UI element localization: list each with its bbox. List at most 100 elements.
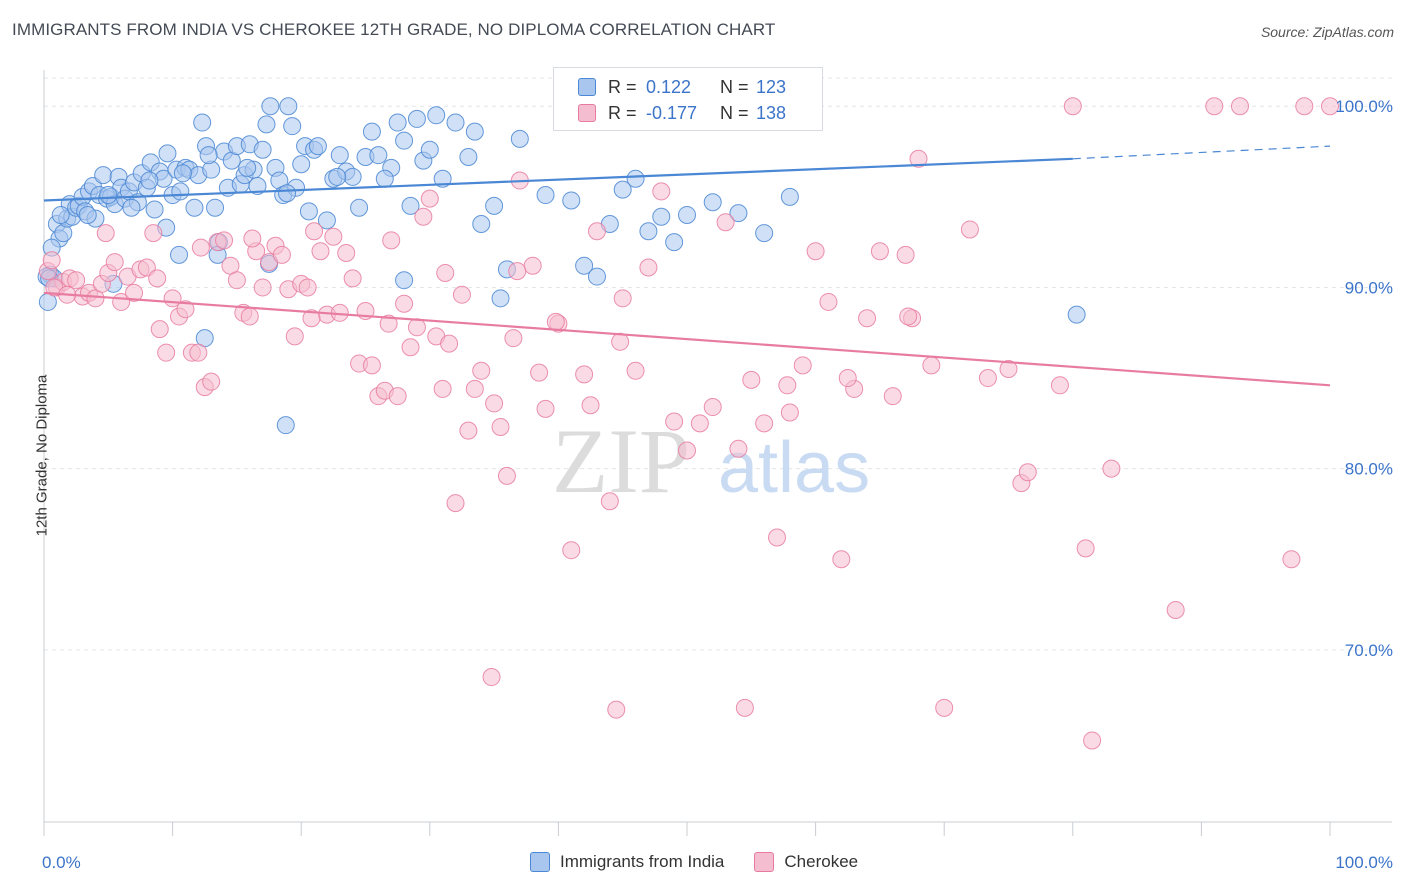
- data-point: [150, 320, 169, 339]
- data-point: [1321, 97, 1339, 116]
- data-point: [639, 222, 658, 241]
- data-point: [472, 361, 491, 380]
- legend-item-cherokee[interactable]: Cherokee: [754, 852, 858, 872]
- trend-lines: [43, 145, 1331, 387]
- data-point: [299, 202, 318, 221]
- data-point: [626, 361, 645, 380]
- legend-label-india: Immigrants from India: [560, 852, 725, 871]
- data-point: [678, 441, 696, 460]
- legend-label-cherokee: Cherokee: [784, 852, 859, 871]
- data-point: [395, 294, 414, 313]
- data-point: [935, 698, 954, 717]
- data-point: [311, 242, 330, 261]
- data-point: [523, 256, 542, 275]
- data-point: [433, 379, 452, 398]
- data-point: [350, 198, 369, 217]
- x-tick-label: 100.0%: [1335, 853, 1393, 872]
- data-point: [832, 550, 851, 569]
- data-point: [283, 117, 302, 136]
- data-point: [1067, 305, 1086, 324]
- data-point: [330, 146, 349, 165]
- data-point: [227, 271, 246, 290]
- data-point: [171, 182, 190, 201]
- data-point: [870, 242, 889, 261]
- data-point: [780, 187, 799, 206]
- y-tick-label: 70.0%: [1345, 641, 1393, 660]
- data-point: [302, 309, 321, 328]
- data-point: [536, 186, 555, 205]
- data-point: [276, 416, 295, 435]
- data-point: [105, 253, 124, 272]
- data-point: [587, 222, 606, 241]
- data-point: [459, 147, 478, 166]
- legend-swatch-cherokee: [578, 104, 596, 122]
- legend-n-label: N =: [720, 102, 749, 123]
- data-point: [575, 256, 594, 275]
- data-point: [395, 271, 414, 290]
- legend-r-label: R =: [608, 102, 637, 123]
- data-point: [1230, 97, 1249, 116]
- data-point: [279, 97, 298, 116]
- data-point: [562, 191, 581, 210]
- data-point: [1102, 459, 1121, 478]
- trend-line: [43, 157, 1073, 202]
- data-point: [343, 269, 362, 288]
- data-point: [1282, 550, 1301, 569]
- data-point: [157, 343, 176, 362]
- data-point: [144, 224, 163, 243]
- data-point: [755, 224, 774, 243]
- data-point: [176, 300, 195, 319]
- data-point: [240, 307, 259, 326]
- data-point: [420, 140, 439, 159]
- chart-title: IMMIGRANTS FROM INDIA VS CHEROKEE 12TH G…: [12, 20, 776, 39]
- legend-item-india[interactable]: Immigrants from India: [530, 852, 724, 872]
- axes: [43, 70, 1392, 836]
- data-point: [446, 113, 465, 132]
- watermark: ZIP atlas: [552, 410, 870, 512]
- data-point: [504, 329, 523, 348]
- source-label: Source: ZipAtlas.com: [1260, 24, 1394, 40]
- data-point: [999, 359, 1018, 378]
- data-point: [510, 129, 529, 148]
- legend-row-cherokee: R = -0.177 N = 138: [578, 101, 786, 125]
- legend-r-label: R =: [608, 76, 637, 97]
- data-point: [536, 399, 555, 418]
- data-point: [978, 369, 997, 388]
- data-point: [238, 158, 257, 177]
- watermark-atlas: atlas: [718, 428, 870, 508]
- data-point: [690, 414, 709, 433]
- y-tick-label: 90.0%: [1345, 278, 1393, 297]
- data-point: [485, 196, 504, 215]
- data-point: [158, 144, 177, 163]
- data-point: [1063, 97, 1082, 116]
- data-point: [1295, 97, 1314, 116]
- data-point: [780, 403, 799, 422]
- y-tick-label: 80.0%: [1345, 460, 1393, 479]
- data-point: [206, 198, 225, 217]
- data-point: [639, 258, 658, 277]
- tick-labels: 100.0% 90.0% 80.0% 70.0% 0.0% 100.0%: [42, 97, 1393, 872]
- data-point: [485, 394, 504, 413]
- y-tick-label: 100.0%: [1335, 97, 1393, 116]
- data-point: [546, 312, 565, 331]
- data-point: [1083, 731, 1102, 750]
- data-point: [626, 169, 645, 188]
- data-point: [253, 278, 272, 297]
- data-point: [202, 372, 221, 391]
- data-point: [883, 387, 902, 406]
- data-point: [703, 193, 722, 212]
- trend-line-extension: [1072, 145, 1331, 160]
- data-point: [472, 215, 491, 234]
- data-point: [858, 309, 877, 328]
- data-point: [735, 698, 754, 717]
- data-point: [440, 334, 459, 353]
- data-point: [191, 238, 210, 257]
- data-point: [305, 222, 324, 241]
- data-point: [292, 155, 311, 174]
- data-point: [414, 207, 433, 226]
- correlation-legend: R = 0.122 N = 123 R = -0.177 N = 138: [553, 67, 823, 131]
- legend-n-value: 123: [756, 76, 787, 97]
- data-point: [465, 379, 484, 398]
- data-point: [678, 205, 696, 224]
- data-point: [838, 369, 857, 388]
